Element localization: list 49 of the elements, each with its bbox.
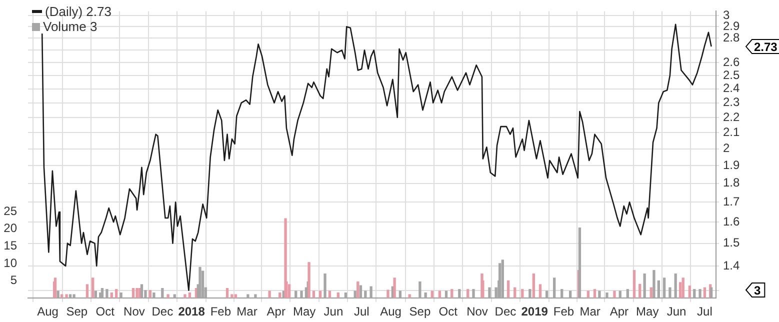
y-tick-label: 2 <box>723 141 730 156</box>
x-tick-label: Feb <box>210 304 232 319</box>
y-tick-label: 1.6 <box>723 214 740 228</box>
x-tick-label: Aug <box>380 304 402 319</box>
x-tick-label: Jul <box>354 304 370 319</box>
x-tick-label: Apr <box>266 304 286 319</box>
x-tick-label: Dec <box>152 304 174 319</box>
y-tick-label: 1.5 <box>723 236 740 250</box>
x-tick-label: May <box>636 304 659 319</box>
y-tick-label: 1.9 <box>723 158 740 172</box>
x-tick-label: Jul <box>697 304 712 319</box>
x-tick-label: Nov <box>124 304 145 319</box>
y-tick-label: 2.5 <box>723 68 740 82</box>
y-tick-label: 2.2 <box>723 110 740 124</box>
x-tick-label: Mar <box>236 304 258 319</box>
x-tick-label: Apr <box>610 304 629 319</box>
y-tick-label: 2.4 <box>723 81 740 96</box>
x-tick-label: Dec <box>494 304 516 319</box>
y2-tick-label: 25 <box>4 204 18 218</box>
x-tick-label: 2018 <box>178 304 206 319</box>
x-tick-label: Mar <box>580 304 600 319</box>
y-tick-label: 2.3 <box>723 95 740 110</box>
y2-tick-label: 15 <box>4 238 18 252</box>
x-tick-label: Sep <box>409 304 431 319</box>
x-tick-label: Oct <box>438 304 458 319</box>
y2-tick-label: 10 <box>4 256 18 270</box>
y-tick-label: 1.7 <box>723 194 740 208</box>
x-tick-label: 2019 <box>521 304 548 319</box>
legend-label: (Daily) 2.73 <box>45 4 112 19</box>
x-tick-label: Sep <box>66 304 88 319</box>
x-tick-label: Aug <box>37 304 58 319</box>
text: 2.73 <box>754 40 778 54</box>
y-tick-label: 1.8 <box>723 176 740 190</box>
x-tick-label: May <box>292 304 316 319</box>
x-tick-label: Jun <box>666 304 686 319</box>
y-tick-label: 2.6 <box>723 54 740 69</box>
legend-label: Volume 3 <box>43 19 98 34</box>
y-tick-label: 2.9 <box>723 19 740 34</box>
y-tick-label: 1.4 <box>723 258 740 272</box>
y-tick-label: 2.1 <box>723 125 740 140</box>
x-tick-label: Nov <box>466 304 488 319</box>
y-tick-label: 2.8 <box>723 30 740 45</box>
text: 3 <box>754 283 761 298</box>
y2-tick-label: 20 <box>4 221 18 236</box>
y2-tick-label: 5 <box>10 273 18 288</box>
x-tick-label: Oct <box>96 304 116 319</box>
y-tick-label: 3 <box>723 8 730 22</box>
x-tick-label: Jun <box>324 304 344 319</box>
x-tick-label: Feb <box>553 304 574 319</box>
